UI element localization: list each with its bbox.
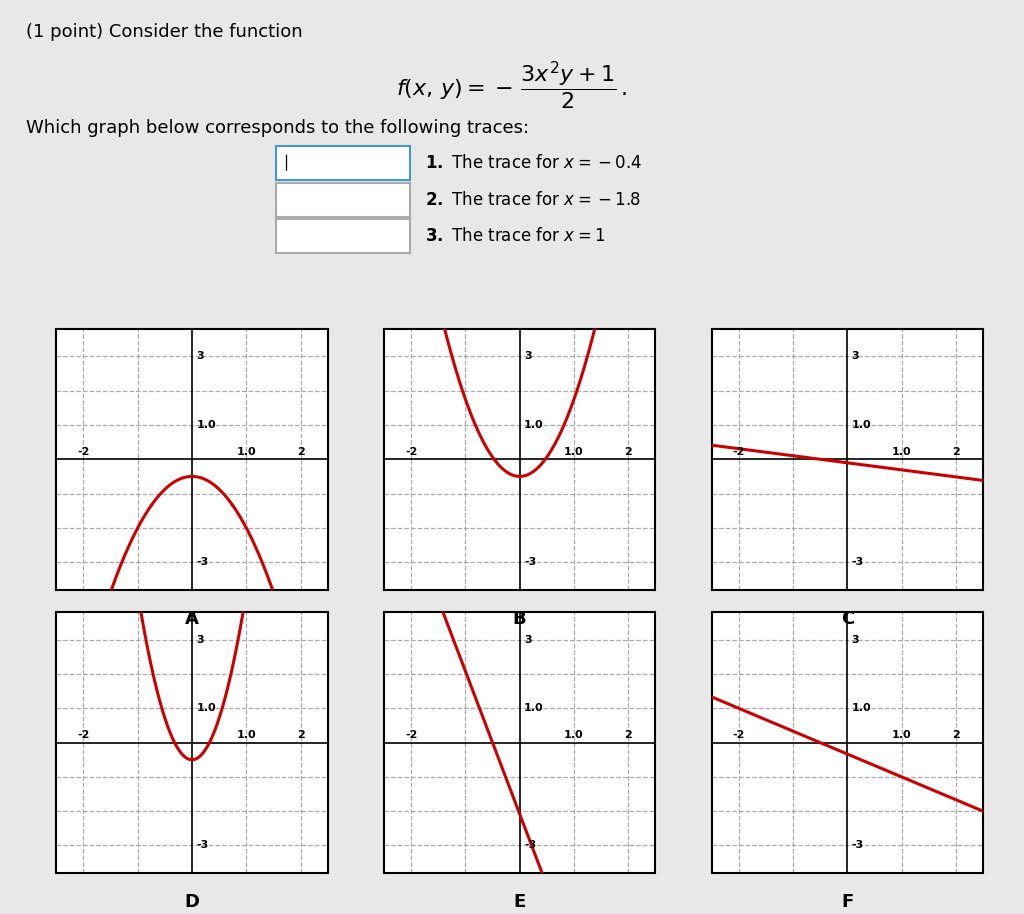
Text: -3: -3 <box>197 841 209 850</box>
Text: 1.0: 1.0 <box>524 420 544 430</box>
Text: Which graph below corresponds to the following traces:: Which graph below corresponds to the fol… <box>26 119 528 137</box>
Text: 3: 3 <box>524 352 531 361</box>
Text: E: E <box>514 893 525 911</box>
Text: -3: -3 <box>524 558 537 567</box>
Text: -2: -2 <box>404 730 418 740</box>
Text: -3: -3 <box>852 558 864 567</box>
Text: (1 point) Consider the function: (1 point) Consider the function <box>26 23 302 41</box>
Text: 3: 3 <box>852 352 859 361</box>
Text: 3: 3 <box>197 352 204 361</box>
Text: -3: -3 <box>524 841 537 850</box>
Text: 3: 3 <box>197 635 204 644</box>
Text: $f(x,\, y) = -\,\dfrac{3x^2y + 1}{2}\,.$: $f(x,\, y) = -\,\dfrac{3x^2y + 1}{2}\,.$ <box>396 59 628 112</box>
Text: A: A <box>185 610 199 628</box>
Text: 1.0: 1.0 <box>197 420 216 430</box>
Text: 3: 3 <box>524 635 531 644</box>
Text: $\mathbf{1.}$ The trace for $x = -0.4$: $\mathbf{1.}$ The trace for $x = -0.4$ <box>425 154 642 172</box>
Text: -2: -2 <box>77 730 90 740</box>
Text: D: D <box>184 893 200 911</box>
Text: 1.0: 1.0 <box>892 447 911 457</box>
Text: -2: -2 <box>77 447 90 457</box>
Text: 1.0: 1.0 <box>892 730 911 740</box>
Text: $\mathbf{2.}$ The trace for $x = -1.8$: $\mathbf{2.}$ The trace for $x = -1.8$ <box>425 191 641 208</box>
Text: -3: -3 <box>852 841 864 850</box>
Text: 2: 2 <box>625 447 632 457</box>
Text: 1.0: 1.0 <box>852 704 871 713</box>
Text: 1.0: 1.0 <box>197 704 216 713</box>
Text: 3: 3 <box>852 635 859 644</box>
Text: 2: 2 <box>297 730 304 740</box>
Text: C: C <box>841 610 854 628</box>
Text: -3: -3 <box>197 558 209 567</box>
Text: 1.0: 1.0 <box>524 704 544 713</box>
Text: F: F <box>842 893 853 911</box>
Text: -2: -2 <box>732 730 745 740</box>
Text: 1.0: 1.0 <box>237 730 256 740</box>
Text: -2: -2 <box>732 447 745 457</box>
Text: 1.0: 1.0 <box>852 420 871 430</box>
Text: B: B <box>513 610 526 628</box>
Text: 2: 2 <box>297 447 304 457</box>
Text: 1.0: 1.0 <box>564 730 584 740</box>
Text: 2: 2 <box>625 730 632 740</box>
Text: 1.0: 1.0 <box>564 447 584 457</box>
Text: |: | <box>283 155 289 171</box>
Text: 1.0: 1.0 <box>237 447 256 457</box>
Text: $\mathbf{3.}$ The trace for $x = 1$: $\mathbf{3.}$ The trace for $x = 1$ <box>425 228 605 245</box>
Text: 2: 2 <box>952 730 959 740</box>
Text: 2: 2 <box>952 447 959 457</box>
Text: -2: -2 <box>404 447 418 457</box>
